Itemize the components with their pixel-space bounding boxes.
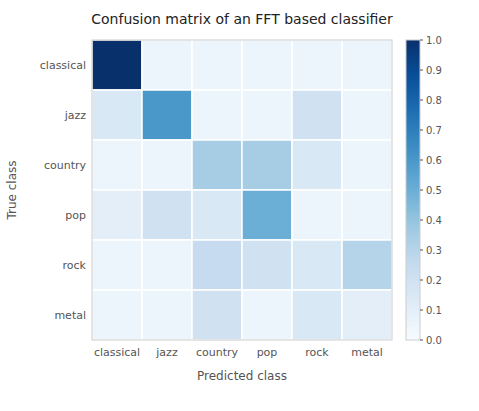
- cell: [192, 240, 242, 290]
- colorbar-tick: [420, 160, 423, 161]
- cell: [192, 140, 242, 190]
- colorbar-tick-label: 0.0: [426, 335, 442, 346]
- cell: [292, 240, 342, 290]
- cell: [242, 290, 292, 340]
- plot-frame: [92, 40, 392, 340]
- cell: [342, 240, 392, 290]
- title: Confusion matrix of an FFT based classif…: [91, 11, 393, 27]
- colorbar-tick: [420, 250, 423, 251]
- cell: [342, 290, 392, 340]
- x-tick-label: metal: [351, 346, 383, 359]
- cell: [342, 40, 392, 90]
- cell: [192, 290, 242, 340]
- colorbar-tick-label: 0.3: [426, 245, 442, 256]
- cell: [342, 190, 392, 240]
- colorbar-tick: [420, 220, 423, 221]
- chart: Confusion matrix of an FFT based classif…: [0, 0, 479, 411]
- colorbar-tick: [420, 280, 423, 281]
- colorbar-tick-label: 0.9: [426, 65, 442, 76]
- cell: [142, 290, 192, 340]
- cell: [92, 40, 142, 90]
- colorbar-tick-label: 0.7: [426, 125, 442, 136]
- y-tick-label: rock: [63, 259, 87, 272]
- cell: [142, 140, 192, 190]
- x-tick-label: jazz: [155, 346, 178, 359]
- cells: [92, 40, 392, 340]
- y-tick-label: classical: [40, 59, 86, 72]
- cell: [92, 290, 142, 340]
- colorbar-tick: [420, 190, 423, 191]
- x-tick-label: country: [196, 346, 239, 359]
- y-tick-label: pop: [65, 209, 86, 222]
- cell: [242, 90, 292, 140]
- cell: [92, 190, 142, 240]
- colorbar-tick: [420, 130, 423, 131]
- cell: [292, 190, 342, 240]
- cell: [142, 40, 192, 90]
- cell: [142, 240, 192, 290]
- x-tick-label: pop: [257, 346, 278, 359]
- x-axis-label: Predicted class: [197, 369, 287, 383]
- cell: [292, 290, 342, 340]
- colorbar-tick-label: 0.4: [426, 215, 442, 226]
- x-tick-label: rock: [305, 346, 329, 359]
- cell: [92, 240, 142, 290]
- cell: [342, 140, 392, 190]
- cell: [242, 140, 292, 190]
- colorbar-tick-label: 0.6: [426, 155, 442, 166]
- colorbar-tick: [420, 100, 423, 101]
- colorbar-tick: [420, 310, 423, 311]
- cell: [142, 190, 192, 240]
- cell: [242, 190, 292, 240]
- cell: [342, 90, 392, 140]
- cell: [192, 90, 242, 140]
- colorbar: [406, 40, 420, 340]
- cell: [142, 90, 192, 140]
- colorbar-tick: [420, 70, 423, 71]
- y-tick-label: jazz: [64, 109, 87, 122]
- colorbar-tick-label: 0.8: [426, 95, 442, 106]
- colorbar-tick: [420, 340, 423, 341]
- cell: [242, 240, 292, 290]
- cell: [292, 140, 342, 190]
- cell: [242, 40, 292, 90]
- colorbar-tick-label: 0.5: [426, 185, 442, 196]
- y-tick-label: metal: [54, 309, 86, 322]
- x-tick-label: classical: [94, 346, 140, 359]
- cell: [192, 40, 242, 90]
- cell: [92, 90, 142, 140]
- y-axis-label: True class: [5, 160, 19, 220]
- colorbar-tick-label: 0.2: [426, 275, 442, 286]
- cell: [292, 40, 342, 90]
- colorbar-tick: [420, 40, 423, 41]
- colorbar-tick-label: 0.1: [426, 305, 442, 316]
- colorbar-tick-label: 1.0: [426, 35, 442, 46]
- cell: [292, 90, 342, 140]
- cell: [192, 190, 242, 240]
- y-tick-label: country: [44, 159, 87, 172]
- cell: [92, 140, 142, 190]
